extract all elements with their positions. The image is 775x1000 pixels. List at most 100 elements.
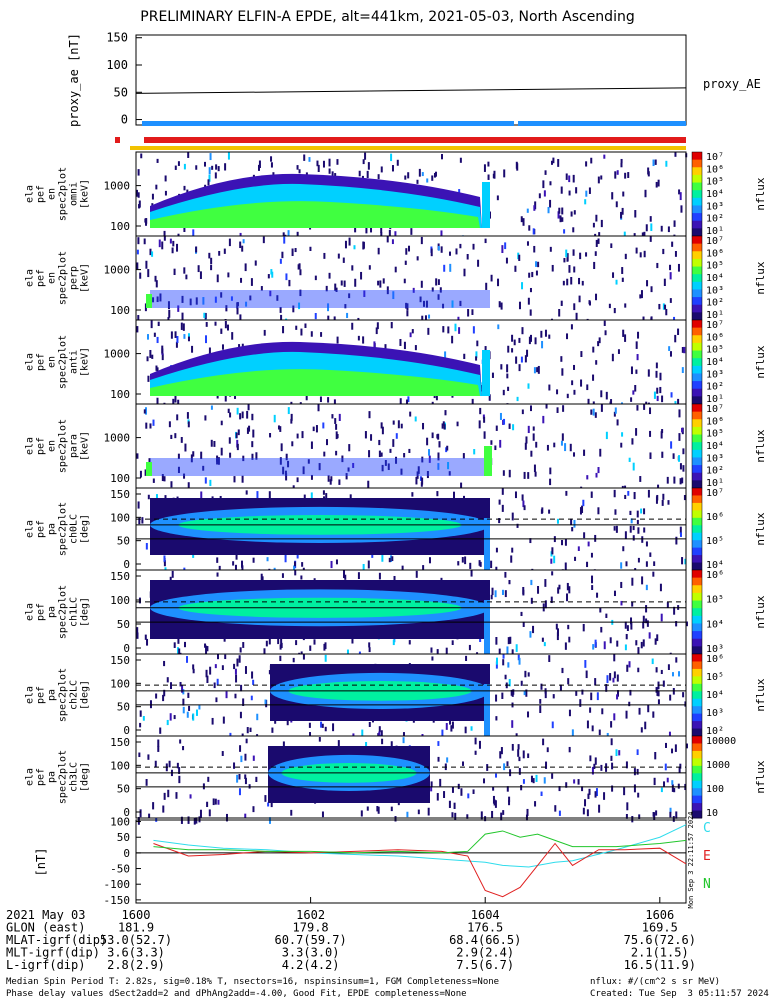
noise-pixel <box>378 731 381 737</box>
noise-pixel <box>662 493 665 500</box>
noise-pixel <box>495 661 498 669</box>
noise-pixel <box>681 347 684 353</box>
noise-pixel <box>570 518 573 526</box>
noise-pixel <box>450 725 453 732</box>
noise-pixel <box>475 356 478 361</box>
noise-pixel <box>659 386 662 394</box>
noise-pixel <box>324 726 327 732</box>
noise-pixel <box>524 355 527 363</box>
bfield-ylabel: [nT] <box>34 848 48 877</box>
bfield-frame <box>135 819 687 904</box>
noise-pixel <box>268 491 271 499</box>
noise-pixel <box>235 432 238 439</box>
noise-pixel <box>558 786 561 792</box>
noise-pixel <box>668 731 671 737</box>
noise-pixel <box>406 811 409 818</box>
noise-pixel <box>518 756 521 762</box>
noise-pixel <box>214 172 217 179</box>
noise-pixel <box>681 427 684 433</box>
noise-pixel <box>279 644 282 650</box>
noise-pixel <box>252 806 255 813</box>
noise-pixel <box>603 154 606 159</box>
noise-pixel <box>646 280 649 287</box>
noise-pixel <box>334 173 337 179</box>
noise-pixel <box>539 705 542 714</box>
noise-pixel <box>657 691 660 697</box>
colorbar-tick-label: 10² <box>706 214 724 225</box>
noise-pixel <box>535 441 538 448</box>
noise-pixel <box>521 409 524 415</box>
noise-pixel <box>635 341 638 349</box>
noise-pixel <box>390 806 393 812</box>
noise-pixel <box>523 471 526 479</box>
noise-pixel <box>216 557 219 563</box>
noise-pixel <box>344 574 347 580</box>
noise-pixel <box>380 452 383 457</box>
colorbar-segment <box>692 465 702 474</box>
noise-pixel <box>169 238 172 244</box>
proxy-ae-ytick-label: 0 <box>121 113 128 127</box>
panel-frame <box>135 735 687 819</box>
noise-pixel <box>168 760 171 768</box>
noise-pixel <box>579 507 582 515</box>
noise-pixel <box>597 467 600 474</box>
noise-pixel <box>612 272 615 278</box>
noise-pixel <box>220 292 223 298</box>
noise-pixel <box>685 621 688 627</box>
noise-pixel <box>476 340 479 347</box>
noise-pixel <box>373 341 376 348</box>
noise-pixel <box>643 527 646 533</box>
noise-pixel <box>287 407 290 415</box>
panel-ylabel: [deg] <box>80 514 91 544</box>
noise-pixel <box>506 761 509 767</box>
noise-pixel <box>295 640 298 646</box>
noise-pixel <box>343 280 346 287</box>
noise-pixel <box>517 744 520 750</box>
noise-pixel <box>578 277 581 285</box>
noise-pixel <box>285 473 288 481</box>
noise-pixel <box>540 509 543 514</box>
noise-pixel <box>549 246 552 252</box>
noise-pixel <box>229 732 232 738</box>
noise-pixel <box>214 296 217 303</box>
noise-pixel <box>146 638 149 646</box>
noise-pixel <box>406 310 409 317</box>
noise-pixel <box>440 154 443 160</box>
noise-pixel <box>671 784 674 792</box>
noise-pixel <box>380 730 383 736</box>
noise-pixel <box>240 277 243 283</box>
noise-pixel <box>436 434 439 439</box>
noise-pixel <box>149 248 152 256</box>
noise-pixel <box>352 462 355 468</box>
flux-core <box>150 201 480 228</box>
noise-pixel <box>187 421 190 428</box>
noise-pixel <box>454 812 457 821</box>
noise-pixel <box>511 512 514 521</box>
noise-pixel <box>629 525 632 533</box>
colorbar-segment <box>692 449 702 458</box>
panel-ylabel: [keV] <box>80 263 91 293</box>
noise-pixel <box>544 170 547 175</box>
noise-pixel <box>579 699 582 707</box>
noise-pixel <box>316 160 319 167</box>
noise-pixel <box>191 345 194 353</box>
noise-pixel <box>310 331 313 337</box>
noise-pixel <box>451 640 454 646</box>
noise-pixel <box>167 301 170 310</box>
noise-pixel <box>570 324 573 330</box>
noise-pixel <box>410 228 413 235</box>
noise-pixel <box>634 210 637 218</box>
noise-pixel <box>667 226 670 233</box>
noise-pixel <box>333 316 336 322</box>
noise-pixel <box>665 160 668 167</box>
noise-pixel <box>662 303 665 310</box>
noise-pixel <box>203 312 206 318</box>
noise-pixel <box>324 654 327 662</box>
noise-pixel <box>581 280 584 286</box>
noise-pixel <box>490 560 493 569</box>
noise-pixel <box>630 397 633 402</box>
noise-pixel <box>647 167 650 175</box>
bfield-ytick-label: -50 <box>110 863 130 876</box>
noise-pixel <box>495 716 498 721</box>
noise-pixel <box>484 238 487 244</box>
